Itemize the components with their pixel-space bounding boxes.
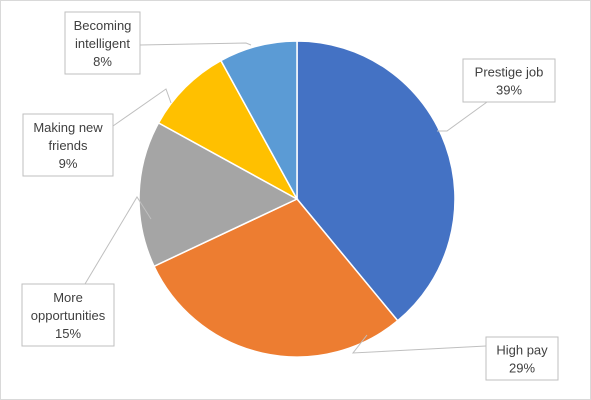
data-label-percent: 15%	[55, 326, 81, 341]
data-label-box	[485, 336, 559, 381]
data-label-category: Prestige job	[475, 65, 544, 80]
data-label-more-opportunities: More opportunities 15%	[21, 283, 115, 347]
data-label-category: High pay	[496, 343, 548, 358]
data-label-percent: 39%	[496, 83, 522, 98]
data-label-category: opportunities	[31, 308, 106, 323]
pie-slice-becoming-intelligent	[219, 40, 298, 200]
pie-slice-more-opportunities	[138, 121, 299, 268]
leader-line-making-new-friends	[112, 88, 172, 127]
leader-line-prestige-job	[437, 101, 488, 132]
data-label-box	[21, 283, 115, 347]
data-label-box	[462, 58, 556, 103]
data-label-percent: 29%	[509, 361, 535, 376]
pie-slice-high-pay	[153, 198, 399, 358]
data-label-category: intelligent	[75, 36, 130, 51]
data-label-percent: 8%	[93, 54, 112, 69]
data-label-prestige-job: Prestige job 39%	[462, 58, 556, 103]
data-label-category: Becoming	[74, 18, 132, 33]
pie-slice-making-new-friends	[157, 59, 299, 201]
leader-line-becoming-intelligent	[139, 42, 252, 46]
leader-line-high-pay	[351, 334, 487, 354]
leader-line-more-opportunities	[84, 196, 152, 285]
data-label-percent: 9%	[59, 156, 78, 171]
data-label-category: More	[53, 290, 83, 305]
data-label-box	[22, 113, 114, 177]
pie-slice-prestige-job	[296, 40, 456, 322]
data-label-making-new-friends: Making new friends 9%	[22, 113, 114, 177]
data-label-category: friends	[48, 138, 88, 153]
data-label-box	[64, 11, 141, 75]
data-label-category: Making new	[33, 120, 103, 135]
data-label-becoming-intelligent: Becoming intelligent 8%	[64, 11, 141, 75]
data-label-high-pay: High pay 29%	[485, 336, 559, 381]
